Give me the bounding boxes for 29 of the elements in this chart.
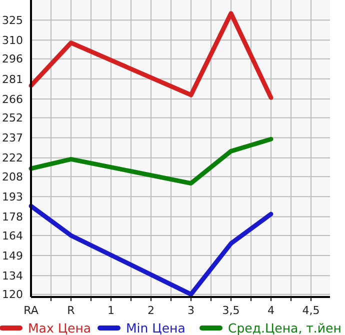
legend-label: Max Цена xyxy=(28,320,92,335)
legend-label: Сред.Цена, т.йен xyxy=(228,320,342,335)
x-tick-label: 4,5 xyxy=(302,304,320,317)
line-series xyxy=(28,204,274,297)
y-tick-label: 266 xyxy=(2,92,23,106)
y-tick-label: 149 xyxy=(2,249,23,262)
line-series xyxy=(28,11,274,100)
y-tick-label: 120 xyxy=(2,288,23,302)
y-tick-label: 325 xyxy=(2,14,23,27)
y-tick-label: 252 xyxy=(2,112,23,125)
y-tick-label: 237 xyxy=(2,132,23,145)
x-tick-label: 1 xyxy=(108,304,114,317)
y-tick-label: 178 xyxy=(2,210,23,224)
x-tick-label: 4 xyxy=(268,304,274,317)
y-tick-label: 134 xyxy=(2,269,23,282)
y-tick-label: 208 xyxy=(2,170,23,184)
y-tick-label: 296 xyxy=(2,52,23,66)
x-tick-label: RA xyxy=(24,304,39,317)
y-tick-label: 222 xyxy=(2,152,23,165)
x-tick-label: 2 xyxy=(148,304,154,317)
y-tick-label: 193 xyxy=(2,190,23,204)
line-series xyxy=(28,136,274,186)
y-tick-label: 164 xyxy=(2,229,23,242)
x-tick-label: 3 xyxy=(188,304,194,317)
x-tick-label: R xyxy=(67,304,76,317)
y-tick-label: 281 xyxy=(2,72,23,86)
legend-label: Min Цена xyxy=(126,320,186,335)
x-tick-label: 3,5 xyxy=(222,304,240,317)
y-tick-label: 310 xyxy=(2,34,23,47)
